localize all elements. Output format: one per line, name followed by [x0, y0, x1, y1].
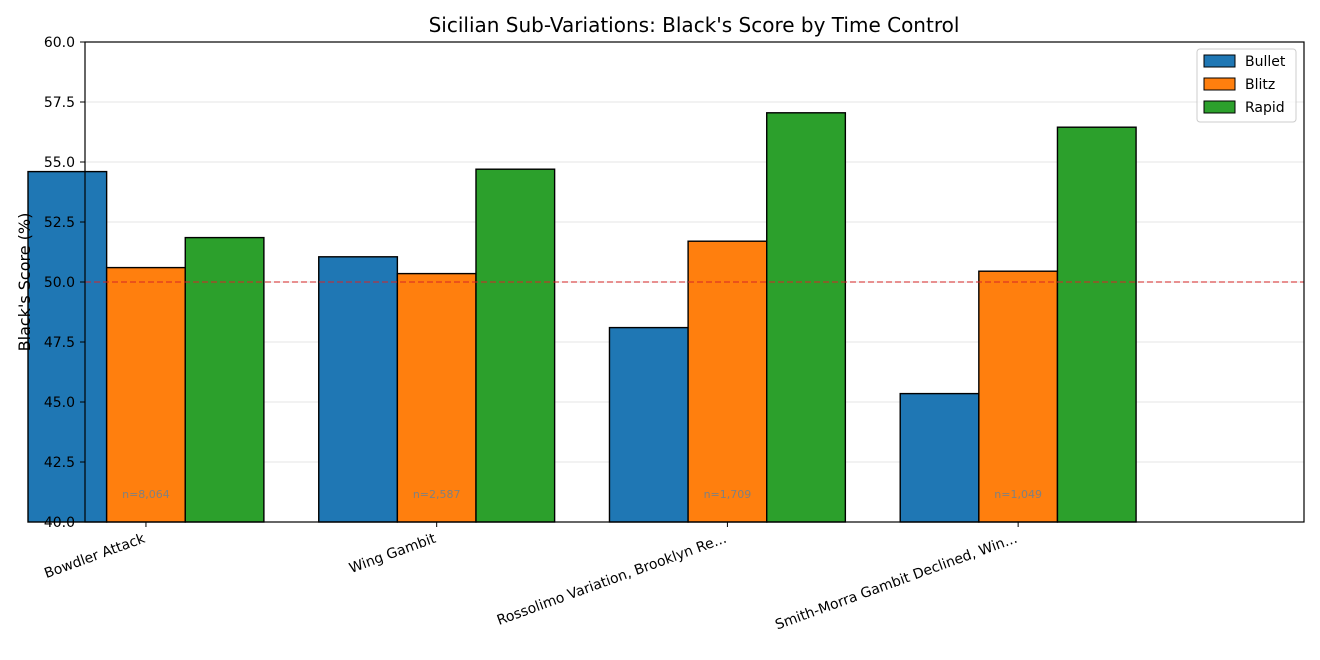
legend-label-blitz: Blitz — [1245, 77, 1275, 93]
y-tick-label: 50.0 — [44, 275, 75, 291]
bar-blitz-1 — [396, 272, 477, 523]
bar-rapid-1 — [475, 168, 556, 523]
bar-bullet-2 — [608, 326, 689, 523]
sample-size-label: n=1,709 — [704, 488, 752, 501]
bar-bullet-1 — [318, 256, 399, 523]
sample-size-label: n=8,064 — [122, 488, 170, 501]
y-axis-ticks: 40.0 42.5 45.0 47.5 50.0 52.5 55.0 57.5 60.0 — [44, 35, 85, 531]
bar-blitz-3 — [978, 270, 1059, 523]
bar-rapid-3 — [1056, 126, 1137, 523]
legend-swatch-rapid — [1203, 100, 1236, 114]
legend-label-bullet: Bullet — [1245, 54, 1286, 70]
x-tick-label: Rossolimo Variation, Brooklyn Re... — [495, 531, 729, 629]
y-tick-label: 55.0 — [44, 155, 75, 171]
bars — [27, 112, 1137, 523]
bar-rapid-2 — [766, 112, 847, 523]
x-axis-ticks: Bowdler Attack Wing Gambit Rossolimo Varia… — [42, 522, 1020, 634]
y-tick-label: 47.5 — [44, 335, 75, 351]
legend-label-rapid: Rapid — [1245, 100, 1285, 116]
y-tick-label: 60.0 — [44, 35, 75, 51]
y-tick-label: 52.5 — [44, 215, 75, 231]
x-tick-label: Smith-Morra Gambit Declined, Win... — [773, 531, 1019, 634]
legend-swatch-blitz — [1203, 77, 1236, 91]
legend: Bullet Blitz Rapid — [1196, 48, 1297, 123]
legend-swatch-bullet — [1203, 54, 1236, 68]
y-tick-label: 40.0 — [44, 515, 75, 531]
y-tick-label: 45.0 — [44, 395, 75, 411]
y-tick-label: 42.5 — [44, 455, 75, 471]
chart-title: Sicilian Sub-Variations: Black's Score b… — [429, 13, 960, 37]
bar-bullet-3 — [899, 392, 980, 523]
x-tick-label: Bowdler Attack — [42, 530, 148, 582]
sample-size-label: n=2,587 — [413, 488, 461, 501]
x-tick-label: Wing Gambit — [347, 531, 438, 577]
bar-blitz-0 — [105, 266, 186, 523]
sample-size-label: n=1,049 — [994, 488, 1042, 501]
sample-size-labels: n=8,064 n=2,587 n=1,709 n=1,049 — [122, 488, 1042, 501]
bar-blitz-2 — [687, 240, 768, 523]
bar-rapid-0 — [184, 236, 265, 523]
y-axis-label: Black's Score (%) — [15, 213, 34, 352]
y-tick-label: 57.5 — [44, 95, 75, 111]
